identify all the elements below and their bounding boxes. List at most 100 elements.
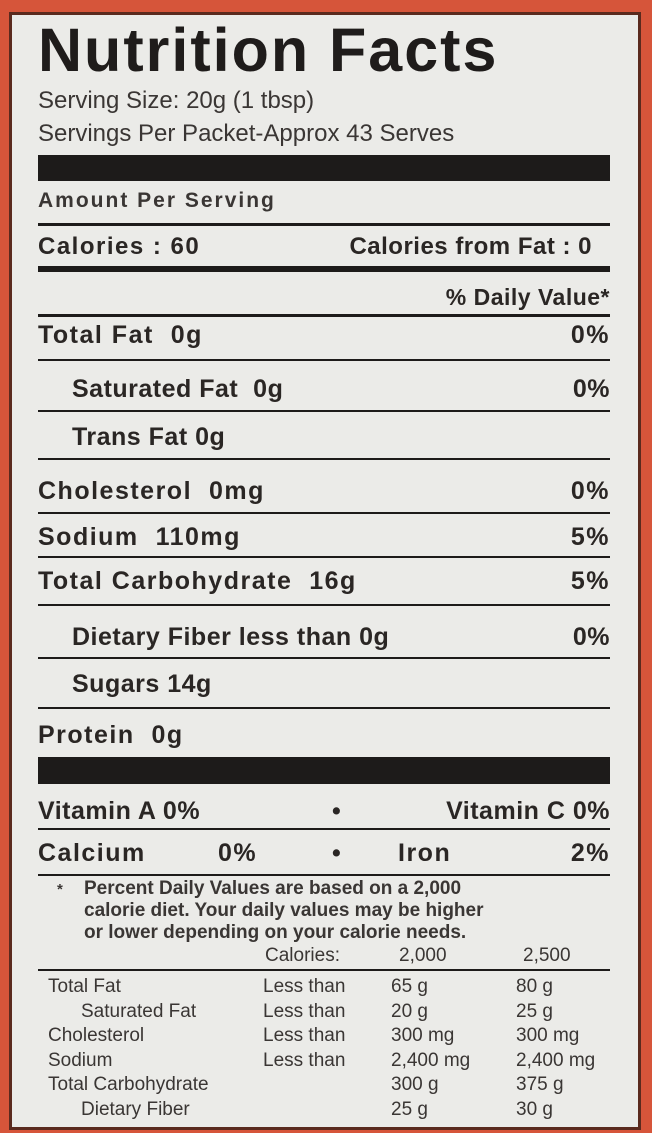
footnote-line: calorie diet. Your daily values may be h…	[84, 900, 484, 921]
table-cell: 2,400 mg	[391, 1049, 471, 1071]
divider	[38, 556, 610, 558]
serving-size: Serving Size: 20g (1 tbsp)	[38, 87, 315, 114]
divider	[38, 359, 610, 361]
table-cell: Dietary Fiber	[81, 1098, 190, 1120]
table-cell: 25 g	[391, 1098, 428, 1120]
nutrient-name: Total Carbohydrate	[38, 567, 293, 595]
table-cell: 30 g	[516, 1098, 553, 1120]
nutrient-row-sodium: Sodium 110mg 5%	[38, 522, 610, 552]
nutrient-row-total-fat: Total Fat 0g 0%	[38, 320, 610, 350]
calories-2500: 2,500	[523, 945, 571, 966]
nutrient-dv: 0%	[570, 321, 610, 349]
nutrient-amount: 0g	[170, 321, 203, 349]
nutrient-dv: 0%	[570, 477, 610, 505]
nutrient-name: Total Fat	[38, 321, 154, 349]
divider	[38, 314, 610, 317]
table-cell: 300 mg	[391, 1025, 455, 1046]
nutrient-amount: 16g	[309, 567, 357, 595]
divider	[38, 828, 610, 830]
asterisk-icon: *	[57, 881, 63, 898]
divider	[38, 512, 610, 514]
nutrient-name: Sodium	[38, 523, 139, 551]
table-row: Total Fat Less than 65 g 80 g	[48, 975, 628, 1000]
title: Nutrition Facts	[38, 16, 499, 84]
medium-divider	[38, 266, 610, 272]
nutrient-amount: 0g	[195, 423, 226, 451]
table-row: Cholesterol Less than 300 mg 300 mg	[48, 1024, 628, 1049]
table-cell: Total Fat	[48, 976, 121, 997]
nutrient-name: Sugars	[72, 670, 160, 698]
nutrient-row-dietary-fiber: Dietary Fiber less than 0g 0%	[38, 622, 610, 652]
nutrient-amount: 0g	[151, 721, 184, 749]
vitamin-c: Vitamin C 0%	[446, 797, 610, 825]
divider	[38, 223, 610, 226]
calories: Calories : 60	[38, 233, 201, 260]
divider	[38, 458, 610, 460]
nutrient-row-saturated-fat: Saturated Fat 0g 0%	[38, 374, 610, 404]
servings-per-packet: Servings Per Packet-Approx 43 Serves	[38, 120, 455, 147]
daily-value-header-row: % Daily Value*	[38, 282, 610, 312]
table-cell: Total Carbohydrate	[48, 1074, 209, 1095]
table-cell: Less than	[263, 1000, 346, 1022]
bullet-icon: •	[332, 797, 342, 825]
divider	[38, 657, 610, 659]
table-cell: Saturated Fat	[81, 1000, 197, 1022]
divider	[38, 969, 610, 971]
iron-value: 2%	[570, 839, 610, 867]
nutrient-name: Trans Fat	[72, 423, 188, 451]
bullet-icon: •	[332, 839, 343, 867]
nutrient-name: Cholesterol	[38, 477, 193, 505]
table-cell: Less than	[263, 1049, 346, 1071]
nutrient-row-trans-fat: Trans Fat 0g	[38, 422, 610, 452]
calcium: Calcium	[38, 839, 146, 867]
table-cell: 25 g	[516, 1000, 553, 1022]
table-row: Saturated Fat Less than 20 g 25 g	[48, 1000, 628, 1025]
nutrient-dv: 0%	[572, 375, 610, 403]
thick-divider	[38, 757, 610, 784]
nutrient-dv: 5%	[570, 523, 610, 551]
divider	[38, 604, 610, 606]
nutrient-name: Saturated Fat	[72, 375, 239, 403]
vitamin-row: Vitamin A 0% • Vitamin C 0%	[38, 796, 610, 826]
table-cell: Sodium	[48, 1049, 113, 1071]
thick-divider	[38, 155, 610, 181]
nutrient-name: Protein	[38, 721, 135, 749]
nutrient-amount: 0mg	[208, 477, 265, 505]
nutrition-facts-panel: Nutrition Facts Serving Size: 20g (1 tbs…	[9, 12, 641, 1130]
calories-row: Calories : 60 Calories from Fat : 0	[38, 232, 610, 262]
nutrient-amount: 0g	[253, 375, 284, 403]
table-cell: 375 g	[516, 1074, 564, 1095]
nutrient-dv: 5%	[570, 567, 610, 595]
table-cell: 300 g	[391, 1074, 439, 1095]
table-cell: 20 g	[391, 1000, 428, 1022]
table-cell: 80 g	[516, 976, 553, 997]
table-cell: Cholesterol	[48, 1025, 145, 1046]
table-cell: Less than	[263, 1025, 346, 1046]
calories-2000: 2,000	[399, 945, 447, 966]
footnote-line: Percent Daily Values are based on a 2,00…	[84, 878, 462, 899]
nutrient-dv: 0%	[572, 623, 610, 651]
footnote-line: or lower depending on your calorie needs…	[84, 922, 467, 943]
divider	[38, 410, 610, 412]
vitamin-a: Vitamin A 0%	[38, 797, 201, 825]
amount-per-serving: Amount Per Serving	[38, 189, 276, 212]
table-cell: Less than	[263, 976, 346, 997]
nutrient-amount: 0g	[359, 623, 390, 651]
table-cell: 300 mg	[516, 1025, 580, 1046]
mineral-row: Calcium 0% • Iron 2%	[38, 838, 610, 868]
divider	[38, 874, 610, 876]
nutrient-row-protein: Protein 0g	[38, 720, 610, 750]
nutrient-row-total-carbohydrate: Total Carbohydrate 16g 5%	[38, 566, 610, 596]
nutrient-amount: 14g	[167, 670, 212, 698]
nutrient-row-cholesterol: Cholesterol 0mg 0%	[38, 476, 610, 506]
reference-table: Total Fat Less than 65 g 80 g Saturated Fat…	[48, 975, 628, 1122]
nutrient-amount: 110mg	[155, 523, 241, 551]
calories-label: Calories:	[265, 945, 340, 966]
table-cell: 2,400 mg	[516, 1049, 596, 1071]
table-cell: 65 g	[391, 976, 428, 997]
table-row: Sodium Less than 2,400 mg 2,400 mg	[48, 1049, 628, 1074]
calories-from-fat: Calories from Fat : 0	[349, 233, 592, 260]
divider	[38, 707, 610, 709]
nutrient-row-sugars: Sugars 14g	[38, 669, 610, 699]
table-row: Total Carbohydrate 300 g 375 g	[48, 1073, 628, 1098]
